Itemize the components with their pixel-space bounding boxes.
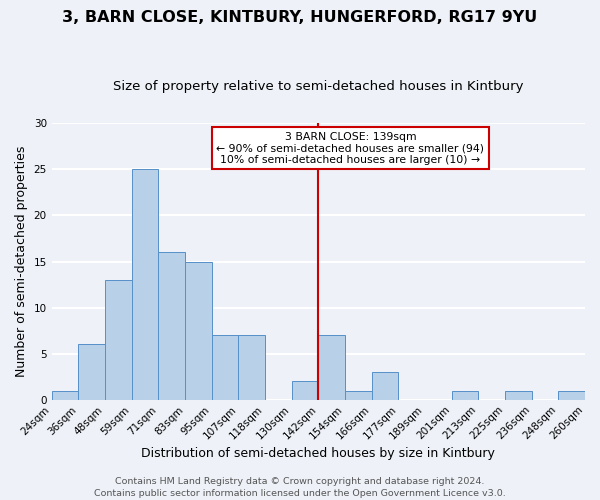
Bar bbox=[505, 390, 532, 400]
Bar bbox=[371, 372, 398, 400]
Bar bbox=[79, 344, 105, 400]
Bar bbox=[238, 335, 265, 400]
Bar bbox=[52, 390, 79, 400]
Bar bbox=[185, 262, 212, 400]
Text: Contains HM Land Registry data © Crown copyright and database right 2024.
Contai: Contains HM Land Registry data © Crown c… bbox=[94, 476, 506, 498]
Bar bbox=[158, 252, 185, 400]
Bar bbox=[131, 170, 158, 400]
Bar bbox=[319, 335, 345, 400]
Bar bbox=[559, 390, 585, 400]
Bar bbox=[212, 335, 238, 400]
Title: Size of property relative to semi-detached houses in Kintbury: Size of property relative to semi-detach… bbox=[113, 80, 524, 93]
X-axis label: Distribution of semi-detached houses by size in Kintbury: Distribution of semi-detached houses by … bbox=[142, 447, 495, 460]
Bar bbox=[452, 390, 478, 400]
Text: 3 BARN CLOSE: 139sqm
← 90% of semi-detached houses are smaller (94)
10% of semi-: 3 BARN CLOSE: 139sqm ← 90% of semi-detac… bbox=[217, 132, 484, 165]
Bar bbox=[105, 280, 131, 400]
Bar bbox=[345, 390, 371, 400]
Text: 3, BARN CLOSE, KINTBURY, HUNGERFORD, RG17 9YU: 3, BARN CLOSE, KINTBURY, HUNGERFORD, RG1… bbox=[62, 10, 538, 25]
Y-axis label: Number of semi-detached properties: Number of semi-detached properties bbox=[15, 146, 28, 377]
Bar bbox=[292, 382, 319, 400]
